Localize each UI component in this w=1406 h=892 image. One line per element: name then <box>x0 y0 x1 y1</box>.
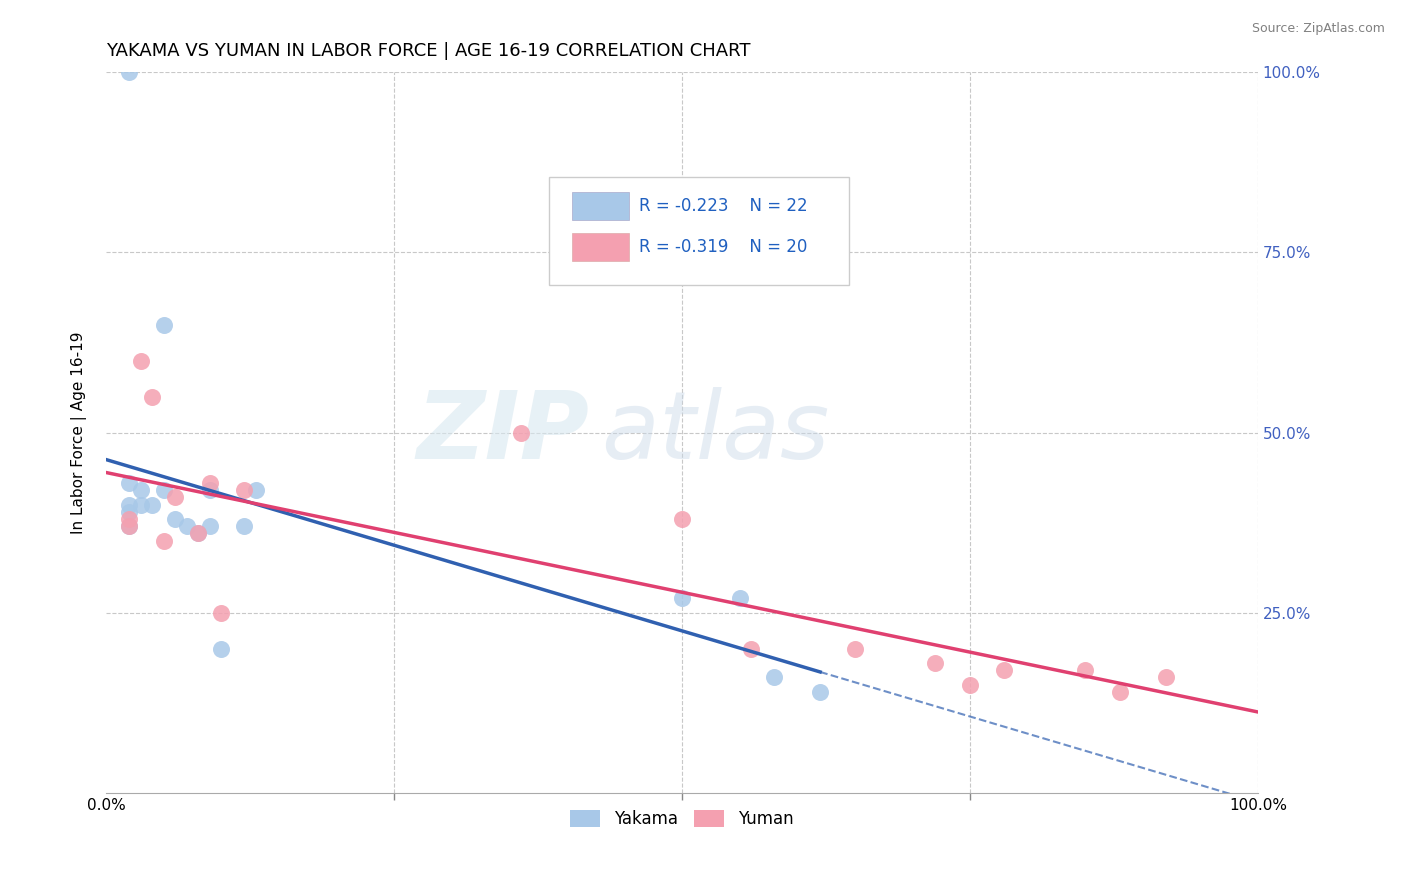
Point <box>233 483 256 498</box>
Point <box>233 519 256 533</box>
Point <box>245 483 267 498</box>
Y-axis label: In Labor Force | Age 16-19: In Labor Force | Age 16-19 <box>72 331 87 533</box>
Point <box>740 641 762 656</box>
Point <box>198 483 221 498</box>
Point <box>165 491 187 505</box>
Point <box>118 475 141 490</box>
Point <box>129 483 152 498</box>
Point <box>1154 670 1177 684</box>
Point <box>129 498 152 512</box>
Point <box>509 425 531 440</box>
Point <box>118 519 141 533</box>
Point <box>187 526 209 541</box>
Text: R = -0.223    N = 22: R = -0.223 N = 22 <box>640 196 808 215</box>
Point <box>118 505 141 519</box>
Point <box>763 670 786 684</box>
Point <box>118 498 141 512</box>
Point <box>728 591 751 606</box>
FancyBboxPatch shape <box>572 192 628 220</box>
Point <box>118 65 141 79</box>
Point <box>118 512 141 526</box>
FancyBboxPatch shape <box>572 233 628 261</box>
Point <box>1074 663 1097 677</box>
Point <box>671 591 693 606</box>
FancyBboxPatch shape <box>550 177 849 285</box>
Point <box>808 685 831 699</box>
Text: ZIP: ZIP <box>418 386 589 478</box>
Point <box>1108 685 1130 699</box>
Point <box>198 519 221 533</box>
Point <box>844 641 866 656</box>
Point <box>924 656 946 670</box>
Point <box>959 678 981 692</box>
Point <box>198 475 221 490</box>
Text: YAKAMA VS YUMAN IN LABOR FORCE | AGE 16-19 CORRELATION CHART: YAKAMA VS YUMAN IN LABOR FORCE | AGE 16-… <box>105 42 751 60</box>
Legend: Yakama, Yuman: Yakama, Yuman <box>564 803 800 835</box>
Point <box>209 606 232 620</box>
Point <box>671 512 693 526</box>
Point <box>129 353 152 368</box>
Point <box>176 519 198 533</box>
Text: R = -0.319    N = 20: R = -0.319 N = 20 <box>640 238 807 256</box>
Point <box>141 498 163 512</box>
Point <box>141 390 163 404</box>
Point <box>152 483 174 498</box>
Text: Source: ZipAtlas.com: Source: ZipAtlas.com <box>1251 22 1385 36</box>
Point <box>165 512 187 526</box>
Point <box>209 641 232 656</box>
Point <box>187 526 209 541</box>
Point <box>118 519 141 533</box>
Point <box>152 318 174 332</box>
Point <box>152 533 174 548</box>
Point <box>993 663 1015 677</box>
Text: atlas: atlas <box>602 387 830 478</box>
